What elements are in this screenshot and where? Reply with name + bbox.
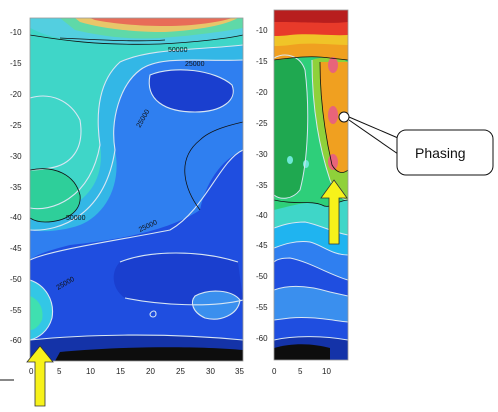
left-contour-plot: 50000 25000 25000 50000 25000 25000 -10 … [0, 17, 244, 407]
y-tick-label: -10 [10, 28, 22, 37]
teal-dot [303, 160, 309, 168]
right-plot-area [274, 10, 348, 360]
x-tick-label: 30 [206, 367, 215, 376]
callout-label: Phasing [415, 145, 466, 161]
bottom-black-strip [274, 344, 330, 360]
left-x-axis: 0 5 10 15 20 25 30 35 [29, 367, 244, 376]
right-contour-plot: -10 -15 -20 -25 -30 -35 -40 -45 -50 -55 … [256, 9, 494, 376]
red-top-band [90, 18, 232, 26]
yellow-arrow-left [26, 345, 54, 407]
y-tick-label: -20 [256, 88, 268, 97]
left-plot-frame [29, 17, 244, 362]
green-lower-left [30, 296, 43, 330]
light-blob-lower [192, 291, 240, 320]
dark-blob-upper [149, 69, 234, 112]
dark-green-core [274, 55, 308, 199]
x-tick-label: 10 [86, 367, 95, 376]
x-tick-label: 20 [146, 367, 155, 376]
teal-dot [287, 156, 293, 164]
y-tick-label: -35 [10, 183, 22, 192]
bottom-black-strip [55, 347, 243, 361]
y-tick-label: -55 [10, 306, 22, 315]
y-tick-label: -45 [256, 241, 268, 250]
y-tick-label: -45 [10, 244, 22, 253]
callout-line [348, 116, 399, 139]
right-plot-frame [273, 9, 349, 361]
y-tick-label: -10 [256, 26, 268, 35]
yellow-arrow-right [320, 179, 348, 245]
hot-spot [328, 106, 338, 124]
y-tick-label: -20 [10, 90, 22, 99]
contour-lines [30, 44, 243, 341]
right-x-axis: 0 5 10 [272, 367, 331, 376]
x-tick-label: 5 [298, 367, 303, 376]
y-tick-label: -15 [256, 57, 268, 66]
right-y-axis: -10 -15 -20 -25 -30 -35 -40 -45 -50 -55 … [256, 26, 268, 343]
x-tick-label: 25 [176, 367, 185, 376]
x-tick-label: 10 [322, 367, 331, 376]
left-y-axis: -10 -15 -20 -25 -30 -35 -40 -45 -50 -55 … [10, 28, 22, 345]
y-tick-label: -55 [256, 303, 268, 312]
x-tick-label: 5 [57, 367, 62, 376]
x-tick-label: 15 [116, 367, 125, 376]
y-tick-label: -40 [256, 211, 268, 220]
hot-spot [328, 154, 338, 170]
y-tick-label: -30 [256, 150, 268, 159]
contour-label: 25000 [185, 61, 205, 68]
x-tick-label: 0 [272, 367, 277, 376]
y-tick-label: -60 [10, 336, 22, 345]
callout-box [396, 129, 494, 176]
contour-lines-dark [274, 56, 348, 207]
y-tick-label: -25 [256, 119, 268, 128]
y-tick-label: -60 [256, 334, 268, 343]
y-tick-label: -50 [256, 272, 268, 281]
y-tick-label: -35 [256, 181, 268, 190]
y-tick-label: -30 [10, 152, 22, 161]
contour-lines-dark [30, 34, 243, 223]
x-tick-label: 0 [29, 367, 34, 376]
y-tick-label: -40 [10, 213, 22, 222]
phasing-marker [338, 111, 350, 123]
hot-spot [328, 57, 338, 73]
left-plot-area: 50000 25000 25000 50000 25000 25000 [30, 18, 243, 361]
light-blue-lower [274, 286, 348, 322]
y-tick-label: -15 [10, 59, 22, 68]
contour-label: 50000 [168, 47, 188, 54]
y-tick-label: -25 [10, 121, 22, 130]
teal-band [30, 18, 243, 211]
y-tick-label: -50 [10, 275, 22, 284]
dark-red-band [274, 10, 348, 23]
contour-label: 50000 [66, 215, 86, 222]
x-tick-label: 35 [235, 367, 244, 376]
callout-line [348, 119, 399, 155]
